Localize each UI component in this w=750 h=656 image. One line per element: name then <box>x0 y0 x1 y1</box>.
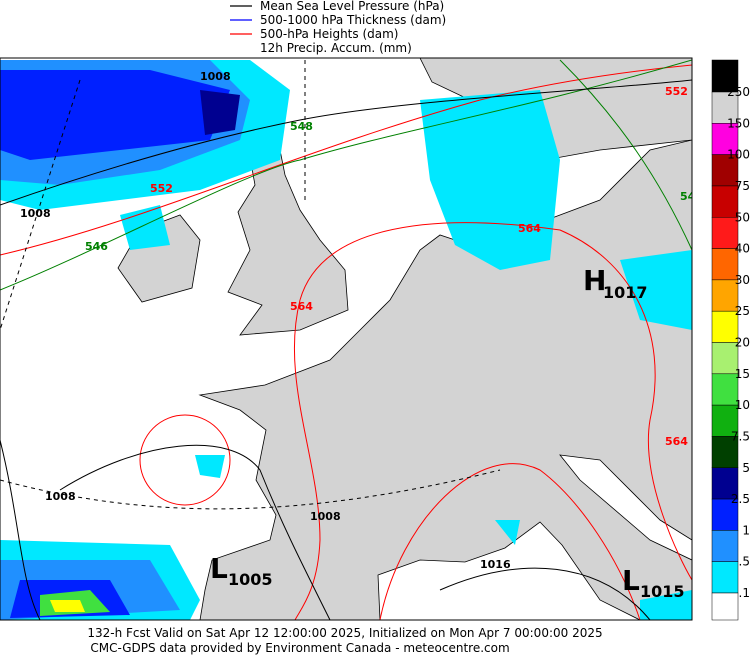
colorbar-segment <box>711 185 739 218</box>
colorbar-segment <box>711 342 739 375</box>
legend-label: 500-1000 hPa Thickness (dam) <box>260 13 446 27</box>
colorbar-label: 25 <box>735 304 750 318</box>
contour-label: 548 <box>290 120 313 133</box>
colorbar-label: 30 <box>735 273 750 287</box>
mediterranean <box>377 454 692 620</box>
center-value: 1015 <box>640 582 685 601</box>
center-letter: H <box>583 264 606 297</box>
colorbar-label: 5 <box>742 461 750 475</box>
map: 1008 1008 1008 546 546 548 552 552 564 5… <box>0 58 703 620</box>
footer-line: 132-h Fcst Valid on Sat Apr 12 12:00:00 … <box>87 626 602 640</box>
center-letter: L <box>622 564 640 597</box>
colorbar-label: 7.5 <box>731 429 750 443</box>
center-value: 1005 <box>228 570 273 589</box>
colorbar-label: .1 <box>739 586 750 600</box>
contour-label: 552 <box>665 85 688 98</box>
colorbar: 250 150 100 75 50 40 30 25 20 15 10 7.5 5 2.5 1 .5 .1 <box>711 59 750 621</box>
contour-label: 1016 <box>480 558 511 571</box>
map-frame <box>0 57 693 621</box>
colorbar-label: 40 <box>735 242 750 256</box>
colorbar-label: 50 <box>735 210 750 224</box>
colorbar-segment <box>711 561 739 594</box>
footer-line: CMC-GDPS data provided by Environment Ca… <box>90 641 509 655</box>
contour-label: 564 <box>518 222 541 235</box>
colorbar-label: .5 <box>739 555 750 569</box>
colorbar-segment <box>711 248 739 281</box>
colorbar-label: 2.5 <box>731 492 750 506</box>
colorbar-segment <box>711 279 739 312</box>
colorbar-segment <box>711 467 739 500</box>
center-letter: L <box>210 552 228 585</box>
colorbar-segment <box>711 59 739 93</box>
pressure-centers: H 1017 L 1005 L 1015 <box>210 264 685 601</box>
colorbar-label: 1 <box>742 523 750 537</box>
legend: Mean Sea Level Pressure (hPa)500-1000 hP… <box>230 0 446 55</box>
colorbar-label: 250 <box>727 85 750 99</box>
colorbar-segment <box>711 530 739 562</box>
contour-label: 546 <box>680 190 703 203</box>
colorbar-label: 15 <box>735 367 750 381</box>
colorbar-segment <box>711 592 739 621</box>
contour-label: 564 <box>290 300 313 313</box>
contour-label: 564 <box>665 435 688 448</box>
colorbar-segment <box>711 310 739 343</box>
colorbar-segment <box>711 373 739 406</box>
colorbar-label: 10 <box>735 398 750 412</box>
legend-label: Mean Sea Level Pressure (hPa) <box>260 0 444 13</box>
center-value: 1017 <box>603 283 648 302</box>
contour-label: 552 <box>150 182 173 195</box>
colorbar-label: 150 <box>727 116 750 130</box>
colorbar-label: 75 <box>735 179 750 193</box>
colorbar-segment <box>711 91 739 124</box>
contours <box>0 59 692 620</box>
contour-label: 1008 <box>45 490 76 503</box>
colorbar-label: 100 <box>727 148 750 162</box>
contour-label: 1008 <box>200 70 231 83</box>
colorbar-label: 20 <box>735 336 750 350</box>
legend-label: 500-hPa Heights (dam) <box>260 27 398 41</box>
precipitation <box>0 60 692 620</box>
colorbar-segment <box>711 217 739 249</box>
contour-label: 1008 <box>20 207 51 220</box>
contour-labels: 1008 1008 1008 546 546 548 552 552 564 5… <box>20 70 703 571</box>
contour-label: 1008 <box>310 510 341 523</box>
contour-label: 546 <box>85 240 108 253</box>
colorbar-segment <box>711 154 739 187</box>
legend-label: 12h Precip. Accum. (mm) <box>260 41 412 55</box>
colorbar-segment <box>711 498 739 531</box>
